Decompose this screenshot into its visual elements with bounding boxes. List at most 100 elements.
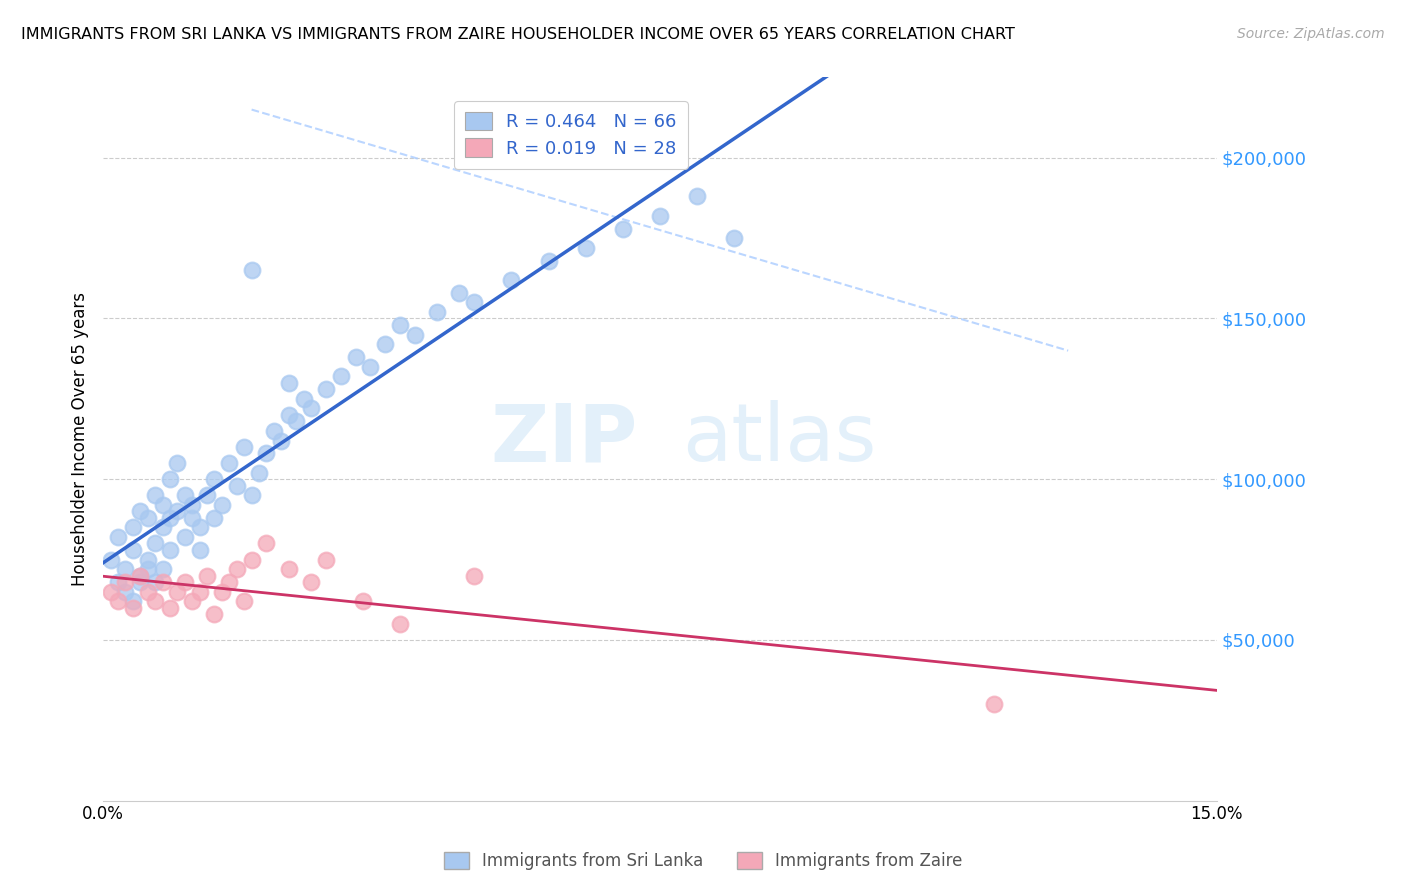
Point bbox=[426, 305, 449, 319]
Point bbox=[159, 600, 181, 615]
Point bbox=[299, 401, 322, 416]
Point bbox=[575, 241, 598, 255]
Point bbox=[114, 584, 136, 599]
Point bbox=[129, 575, 152, 590]
Point bbox=[463, 568, 485, 582]
Text: atlas: atlas bbox=[682, 400, 876, 478]
Point bbox=[240, 488, 263, 502]
Point bbox=[166, 504, 188, 518]
Point bbox=[686, 189, 709, 203]
Point bbox=[159, 472, 181, 486]
Text: Source: ZipAtlas.com: Source: ZipAtlas.com bbox=[1237, 27, 1385, 41]
Point bbox=[136, 510, 159, 524]
Point bbox=[359, 359, 381, 374]
Point bbox=[344, 350, 367, 364]
Point bbox=[114, 562, 136, 576]
Point bbox=[256, 536, 278, 550]
Point bbox=[292, 392, 315, 406]
Legend: R = 0.464   N = 66, R = 0.019   N = 28: R = 0.464 N = 66, R = 0.019 N = 28 bbox=[454, 101, 688, 169]
Point bbox=[299, 575, 322, 590]
Point bbox=[188, 584, 211, 599]
Point bbox=[218, 456, 240, 470]
Point bbox=[152, 498, 174, 512]
Point bbox=[173, 530, 195, 544]
Point bbox=[233, 440, 256, 454]
Point bbox=[166, 584, 188, 599]
Point bbox=[204, 510, 226, 524]
Text: ZIP: ZIP bbox=[491, 400, 637, 478]
Point bbox=[389, 318, 412, 332]
Point bbox=[389, 616, 412, 631]
Point bbox=[107, 575, 129, 590]
Point bbox=[463, 295, 485, 310]
Point bbox=[204, 607, 226, 622]
Point bbox=[195, 568, 218, 582]
Legend: Immigrants from Sri Lanka, Immigrants from Zaire: Immigrants from Sri Lanka, Immigrants fr… bbox=[437, 845, 969, 877]
Point bbox=[159, 542, 181, 557]
Point bbox=[129, 568, 152, 582]
Point bbox=[181, 510, 204, 524]
Point bbox=[404, 327, 426, 342]
Point bbox=[136, 562, 159, 576]
Point bbox=[218, 575, 240, 590]
Point bbox=[247, 466, 270, 480]
Point bbox=[188, 542, 211, 557]
Point bbox=[100, 584, 122, 599]
Point bbox=[983, 697, 1005, 711]
Point bbox=[129, 568, 152, 582]
Point bbox=[449, 285, 471, 300]
Point bbox=[143, 536, 166, 550]
Point bbox=[270, 434, 292, 448]
Point bbox=[152, 520, 174, 534]
Point bbox=[240, 552, 263, 566]
Point bbox=[136, 552, 159, 566]
Point bbox=[315, 552, 337, 566]
Point bbox=[114, 575, 136, 590]
Point bbox=[129, 504, 152, 518]
Point bbox=[100, 552, 122, 566]
Point bbox=[374, 337, 396, 351]
Point bbox=[166, 456, 188, 470]
Point bbox=[152, 575, 174, 590]
Point bbox=[204, 472, 226, 486]
Point bbox=[263, 424, 285, 438]
Point bbox=[143, 488, 166, 502]
Y-axis label: Householder Income Over 65 years: Householder Income Over 65 years bbox=[72, 292, 89, 586]
Point bbox=[233, 594, 256, 608]
Point bbox=[225, 562, 247, 576]
Point bbox=[211, 584, 233, 599]
Point bbox=[285, 414, 308, 428]
Point bbox=[121, 600, 143, 615]
Point bbox=[329, 369, 352, 384]
Point bbox=[181, 498, 204, 512]
Point bbox=[107, 530, 129, 544]
Point bbox=[352, 594, 374, 608]
Point bbox=[121, 520, 143, 534]
Point bbox=[143, 575, 166, 590]
Point bbox=[277, 562, 299, 576]
Point bbox=[152, 562, 174, 576]
Point bbox=[136, 584, 159, 599]
Point bbox=[612, 221, 634, 235]
Point bbox=[195, 488, 218, 502]
Point bbox=[181, 594, 204, 608]
Point bbox=[723, 231, 745, 245]
Point bbox=[225, 478, 247, 492]
Text: IMMIGRANTS FROM SRI LANKA VS IMMIGRANTS FROM ZAIRE HOUSEHOLDER INCOME OVER 65 YE: IMMIGRANTS FROM SRI LANKA VS IMMIGRANTS … bbox=[21, 27, 1015, 42]
Point bbox=[188, 520, 211, 534]
Point bbox=[159, 510, 181, 524]
Point bbox=[143, 594, 166, 608]
Point bbox=[211, 498, 233, 512]
Point bbox=[277, 408, 299, 422]
Point bbox=[277, 376, 299, 390]
Point bbox=[256, 446, 278, 460]
Point bbox=[173, 575, 195, 590]
Point bbox=[121, 594, 143, 608]
Point bbox=[173, 488, 195, 502]
Point bbox=[121, 542, 143, 557]
Point bbox=[537, 253, 560, 268]
Point bbox=[648, 209, 671, 223]
Point bbox=[240, 263, 263, 277]
Point bbox=[501, 273, 523, 287]
Point bbox=[107, 594, 129, 608]
